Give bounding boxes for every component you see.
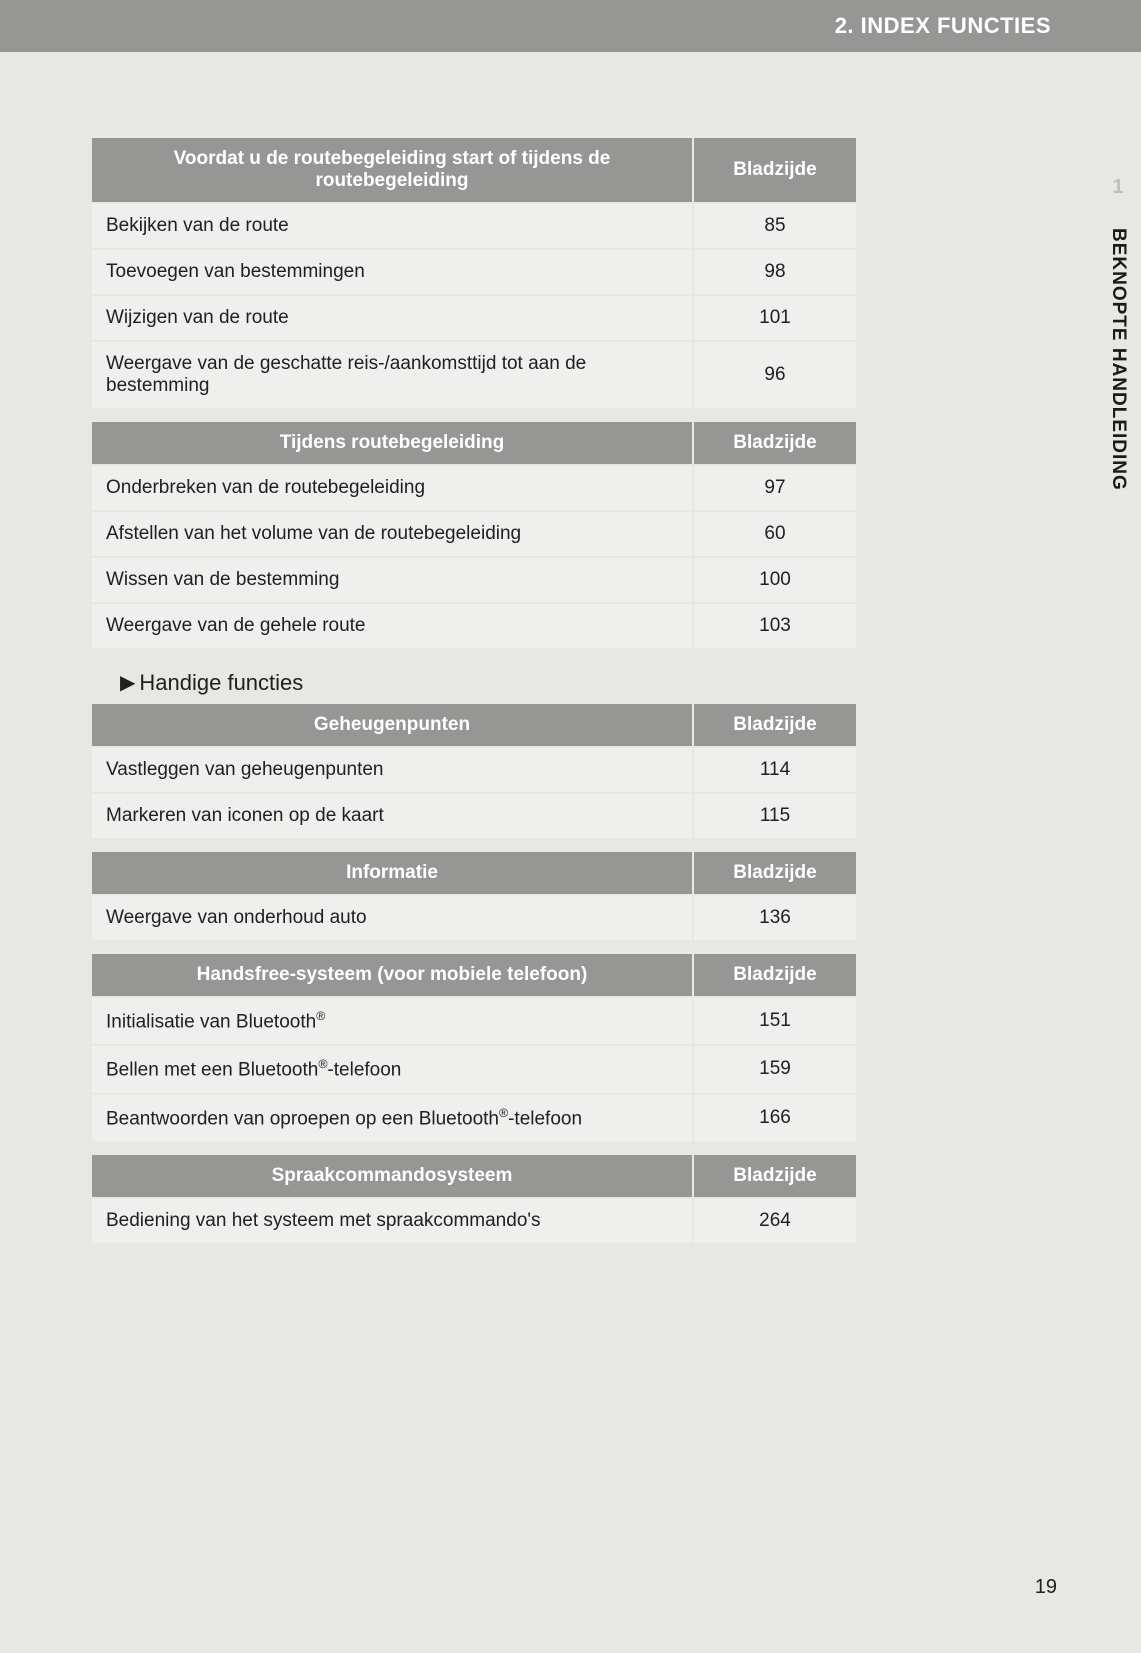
row-label: Vastleggen van geheugenpunten bbox=[92, 746, 692, 792]
row-label: Beantwoorden van oproepen op een Bluetoo… bbox=[92, 1093, 692, 1141]
index-table: Handsfree-systeem (voor mobiele telefoon… bbox=[92, 954, 856, 1141]
row-label: Weergave van onderhoud auto bbox=[92, 894, 692, 940]
row-page: 136 bbox=[692, 894, 856, 940]
chapter-label: BEKNOPTE HANDLEIDING bbox=[1107, 228, 1129, 491]
table-row: Markeren van iconen op de kaart115 bbox=[92, 792, 856, 838]
row-page: 159 bbox=[692, 1044, 856, 1092]
row-page: 115 bbox=[692, 792, 856, 838]
index-table: SpraakcommandosysteemBladzijdeBediening … bbox=[92, 1155, 856, 1243]
table-header-page: Bladzijde bbox=[692, 954, 856, 996]
row-page: 97 bbox=[692, 464, 856, 510]
row-page: 60 bbox=[692, 510, 856, 556]
table-header-page: Bladzijde bbox=[692, 1155, 856, 1197]
table-row: Weergave van onderhoud auto136 bbox=[92, 894, 856, 940]
row-label: Onderbreken van de routebegeleiding bbox=[92, 464, 692, 510]
row-page: 166 bbox=[692, 1093, 856, 1141]
table-header-page: Bladzijde bbox=[692, 422, 856, 464]
table-row: Initialisatie van Bluetooth®151 bbox=[92, 996, 856, 1044]
table-header-title: Geheugenpunten bbox=[92, 704, 692, 746]
chapter-side-tab: 1 BEKNOPTE HANDLEIDING bbox=[1095, 158, 1141, 548]
table-row: Bellen met een Bluetooth®-telefoon159 bbox=[92, 1044, 856, 1092]
table-row: Wissen van de bestemming100 bbox=[92, 556, 856, 602]
table-header-title: Spraakcommandosysteem bbox=[92, 1155, 692, 1197]
row-label: Markeren van iconen op de kaart bbox=[92, 792, 692, 838]
table-row: Weergave van de gehele route103 bbox=[92, 602, 856, 648]
chapter-number: 1 bbox=[1095, 176, 1141, 199]
row-page: 100 bbox=[692, 556, 856, 602]
table-row: Afstellen van het volume van de routebeg… bbox=[92, 510, 856, 556]
table-header-page: Bladzijde bbox=[692, 852, 856, 894]
row-label: Afstellen van het volume van de routebeg… bbox=[92, 510, 692, 556]
row-label: Bellen met een Bluetooth®-telefoon bbox=[92, 1044, 692, 1092]
content-area: Voordat u de routebegeleiding start of t… bbox=[92, 138, 856, 1257]
row-page: 96 bbox=[692, 340, 856, 408]
row-label: Bekijken van de route bbox=[92, 202, 692, 248]
row-label: Bediening van het systeem met spraakcomm… bbox=[92, 1197, 692, 1243]
table-row: Weergave van de geschatte reis-/aankomst… bbox=[92, 340, 856, 408]
table-row: Bekijken van de route85 bbox=[92, 202, 856, 248]
page-number: 19 bbox=[1035, 1576, 1057, 1599]
triangle-right-icon: ▶ bbox=[120, 673, 135, 693]
index-table: Tijdens routebegeleidingBladzijdeOnderbr… bbox=[92, 422, 856, 648]
row-page: 264 bbox=[692, 1197, 856, 1243]
table-header-title: Handsfree-systeem (voor mobiele telefoon… bbox=[92, 954, 692, 996]
table-header-title: Voordat u de routebegeleiding start of t… bbox=[92, 138, 692, 202]
row-page: 101 bbox=[692, 294, 856, 340]
table-row: Wijzigen van de route101 bbox=[92, 294, 856, 340]
page-header-title: 2. INDEX FUNCTIES bbox=[835, 13, 1051, 39]
table-header-title: Informatie bbox=[92, 852, 692, 894]
row-label: Initialisatie van Bluetooth® bbox=[92, 996, 692, 1044]
table-row: Bediening van het systeem met spraakcomm… bbox=[92, 1197, 856, 1243]
row-label: Toevoegen van bestemmingen bbox=[92, 248, 692, 294]
table-row: Onderbreken van de routebegeleiding97 bbox=[92, 464, 856, 510]
page-header: 2. INDEX FUNCTIES bbox=[0, 0, 1141, 52]
table-row: Beantwoorden van oproepen op een Bluetoo… bbox=[92, 1093, 856, 1141]
row-page: 114 bbox=[692, 746, 856, 792]
table-row: Toevoegen van bestemmingen98 bbox=[92, 248, 856, 294]
table-row: Vastleggen van geheugenpunten114 bbox=[92, 746, 856, 792]
section-heading: ▶Handige functies bbox=[120, 670, 856, 696]
row-label: Wissen van de bestemming bbox=[92, 556, 692, 602]
section-heading-text: Handige functies bbox=[139, 670, 303, 696]
row-page: 151 bbox=[692, 996, 856, 1044]
row-page: 98 bbox=[692, 248, 856, 294]
index-table: Voordat u de routebegeleiding start of t… bbox=[92, 138, 856, 408]
index-table: InformatieBladzijdeWeergave van onderhou… bbox=[92, 852, 856, 940]
table-header-title: Tijdens routebegeleiding bbox=[92, 422, 692, 464]
table-header-page: Bladzijde bbox=[692, 138, 856, 202]
row-label: Weergave van de geschatte reis-/aankomst… bbox=[92, 340, 692, 408]
row-page: 103 bbox=[692, 602, 856, 648]
index-table: GeheugenpuntenBladzijdeVastleggen van ge… bbox=[92, 704, 856, 838]
table-header-page: Bladzijde bbox=[692, 704, 856, 746]
row-label: Wijzigen van de route bbox=[92, 294, 692, 340]
row-label: Weergave van de gehele route bbox=[92, 602, 692, 648]
row-page: 85 bbox=[692, 202, 856, 248]
